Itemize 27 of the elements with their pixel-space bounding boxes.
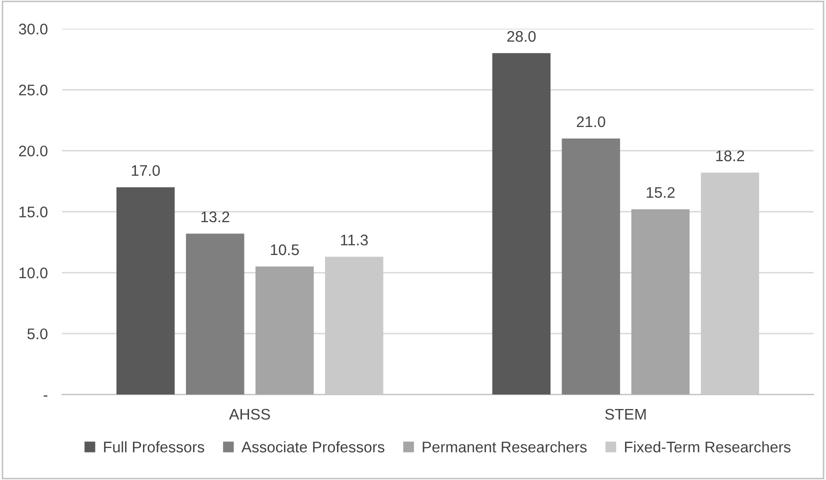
y-tick-label: 30.0 — [18, 24, 48, 34]
y-tick-label: 25.0 — [19, 84, 48, 96]
bar — [116, 187, 175, 395]
data-label: 11.3 — [341, 234, 368, 246]
data-label: 28.0 — [507, 31, 536, 42]
legend-label: Fixed-Term Researchers — [625, 441, 790, 452]
y-tick-label: 10.0 — [19, 268, 48, 278]
y-tick-label: 15.0 — [19, 206, 48, 218]
data-label: 13.2 — [201, 211, 230, 222]
y-tick-label: 20.0 — [19, 146, 48, 156]
bar — [562, 138, 620, 395]
x-tick-label: AHSS — [229, 408, 270, 420]
bar — [631, 209, 690, 395]
legend-label: Permanent Researchers — [422, 441, 587, 452]
y-tick-label: 5.0 — [27, 328, 48, 340]
bar — [256, 266, 314, 395]
legend-label: Full Professors — [104, 441, 204, 452]
data-label: 21.0 — [576, 116, 606, 128]
data-label: 15.2 — [646, 187, 675, 198]
data-label: 10.5 — [270, 244, 299, 256]
data-label: 18.2 — [716, 150, 744, 162]
bar — [492, 53, 551, 395]
bar — [186, 234, 244, 395]
x-tick-label: STEM — [605, 408, 646, 420]
data-label: 17.0 — [132, 165, 160, 176]
y-tick-label: - — [44, 395, 48, 397]
legend-label: Associate Professors — [241, 441, 384, 452]
